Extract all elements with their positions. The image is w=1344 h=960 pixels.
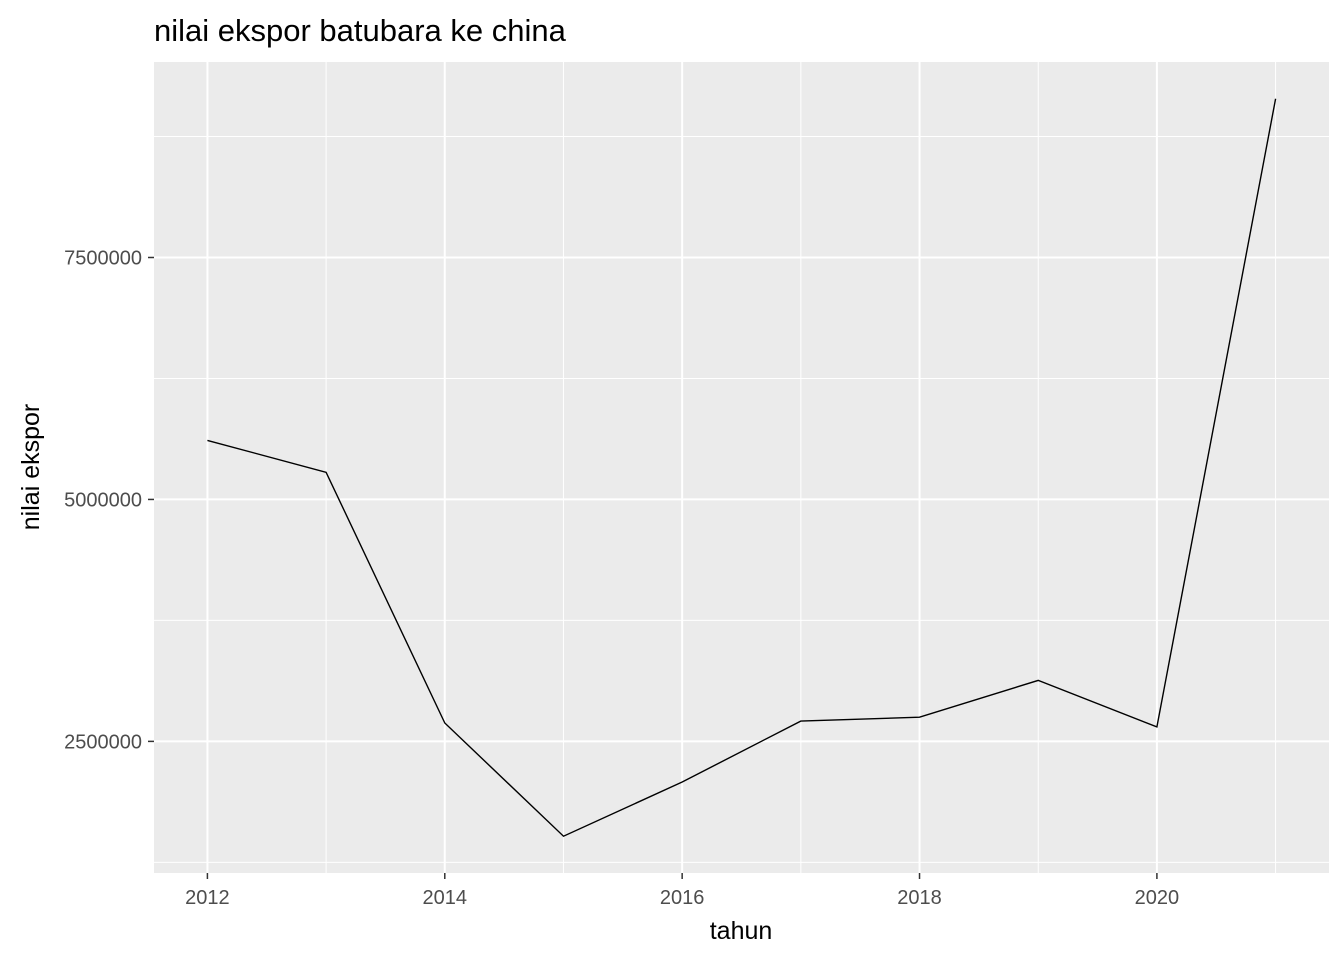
y-axis-title: nilai ekspor	[17, 404, 45, 530]
y-tick-label: 5000000	[64, 489, 142, 511]
x-axis-title: tahun	[710, 917, 773, 945]
series-line	[207, 98, 1277, 838]
minor-gridlines	[154, 62, 1329, 873]
chart-title: nilai ekspor batubara ke china	[154, 13, 567, 48]
y-tick-label: 2500000	[64, 731, 142, 753]
x-tick-label: 2014	[423, 887, 468, 909]
x-tick-label: 2016	[660, 887, 705, 909]
x-tick-label: 2012	[185, 887, 230, 909]
x-tick-label: 2018	[897, 887, 942, 909]
x-tick-label: 2020	[1135, 887, 1180, 909]
plot-panel	[154, 62, 1329, 873]
y-tick-label: 7500000	[64, 247, 142, 269]
x-axis-ticks: 2012 2014 2016 2018 2020	[185, 873, 1179, 909]
y-axis-ticks: 2500000 5000000 7500000	[64, 247, 154, 753]
major-gridlines	[154, 62, 1329, 873]
